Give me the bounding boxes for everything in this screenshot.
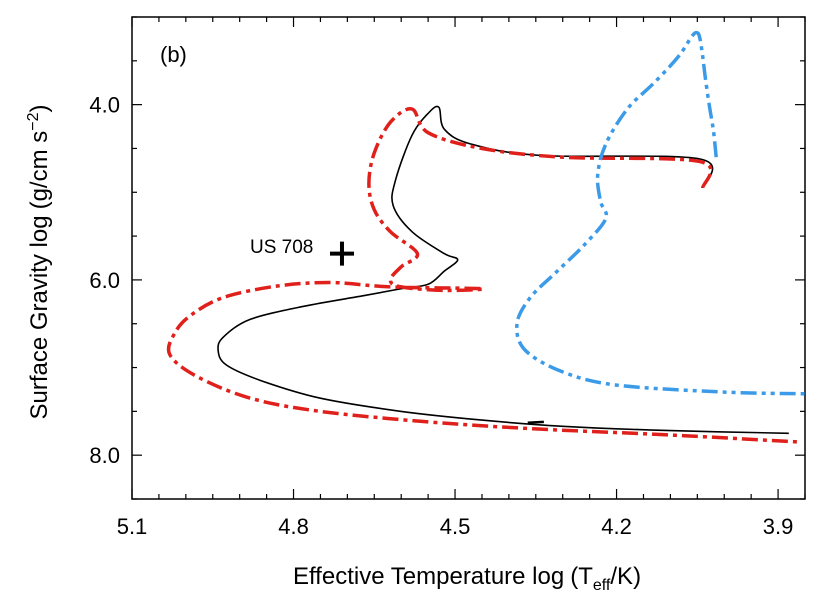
series-red-track [166,107,800,444]
x-axis-title-main: Effective Temperature log [293,563,564,590]
us708-marker [329,241,354,266]
x-axis-title-var: T [578,563,593,590]
series-blue-track [515,30,806,396]
x-axis-title: Effective Temperature log (Teff/K) [293,563,641,594]
axis-ticks: 5.1 4.8 4.5 4.2 3.9 4.0 6.0 8.0 [89,16,806,539]
series-black-track [217,105,789,435]
x-tick-label: 5.1 [117,514,148,539]
x-axis-title-unit: /K [610,563,633,590]
x-axis-title-sub: eff [593,577,611,594]
us708-annotation: US 708 [250,237,354,266]
x-tick-label: 4.8 [278,514,309,539]
plot-frame [131,16,806,500]
y-tick-label: 8.0 [89,443,120,468]
x-axis-title-paren-open: ( [570,563,578,590]
y-tick-label: 4.0 [89,93,120,118]
y-axis-title-paren-close: ) [26,104,53,112]
y-axis-title: Surface Gravity log (g/cm s−2) [25,104,53,419]
evolution-tracks [166,30,806,444]
y-tick-label: 6.0 [89,268,120,293]
x-axis-title-paren-close: ) [633,563,641,590]
us708-label: US 708 [250,237,313,258]
panel-label: (b) [160,42,187,67]
y-axis-title-unit: g/cm s [26,131,53,202]
y-axis-title-paren-open: ( [26,201,53,209]
x-tick-label: 4.5 [440,514,471,539]
y-axis-title-exp: −2 [25,112,42,130]
x-tick-label: 3.9 [763,514,794,539]
track-segment [527,420,544,425]
y-axis-title-main: Surface Gravity log [26,215,53,419]
x-tick-label: 4.2 [601,514,632,539]
